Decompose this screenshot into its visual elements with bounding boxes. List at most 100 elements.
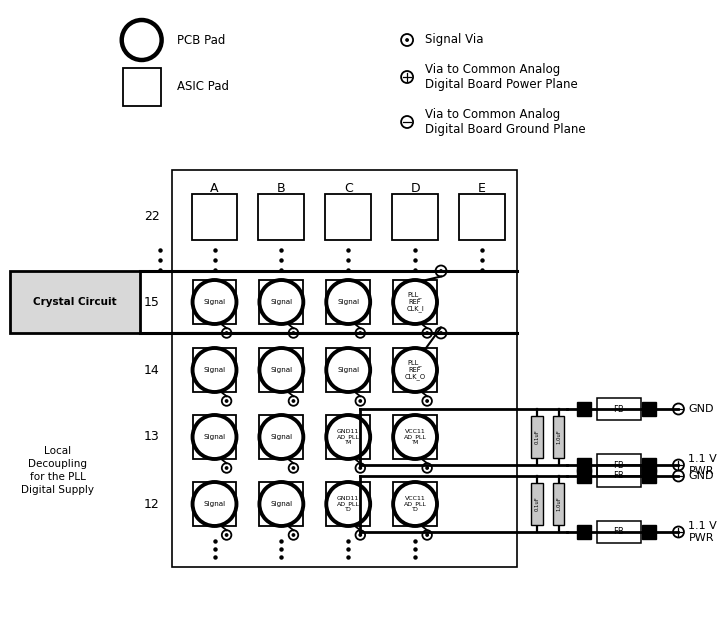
Text: B: B (277, 182, 286, 195)
Text: FB: FB (613, 404, 624, 414)
Bar (193, 348, 236, 392)
Text: PLL_
REF
CLK_O: PLL_ REF CLK_O (405, 360, 426, 380)
Circle shape (359, 534, 362, 536)
Text: Signal: Signal (270, 501, 292, 507)
Bar (258, 194, 304, 240)
Text: VCC11
AD_PLL
M: VCC11 AD_PLL M (404, 429, 426, 445)
Text: Signal Via: Signal Via (425, 34, 484, 47)
Bar (531, 483, 542, 525)
Text: 0.1uF: 0.1uF (534, 430, 539, 444)
Text: Signal: Signal (337, 367, 360, 373)
Bar (393, 348, 437, 392)
Text: Signal: Signal (204, 299, 225, 305)
Circle shape (359, 466, 362, 469)
Circle shape (426, 466, 428, 469)
Circle shape (440, 332, 442, 334)
Bar (393, 415, 437, 459)
Bar (260, 280, 303, 324)
Bar (576, 402, 591, 416)
Bar (553, 483, 565, 525)
Bar (459, 194, 505, 240)
Circle shape (292, 534, 294, 536)
Bar (576, 458, 591, 472)
Bar (172, 170, 517, 567)
Text: FB: FB (613, 460, 624, 470)
Text: 1.0uF: 1.0uF (556, 430, 561, 444)
Circle shape (225, 534, 228, 536)
Text: Local
Decoupling
for the PLL
Digital Supply: Local Decoupling for the PLL Digital Sup… (21, 447, 94, 494)
Text: Via to Common Analog
Digital Board Ground Plane: Via to Common Analog Digital Board Groun… (425, 108, 586, 136)
Bar (326, 194, 371, 240)
Circle shape (426, 400, 428, 402)
Text: ASIC Pad: ASIC Pad (177, 80, 228, 93)
Bar (326, 280, 370, 324)
Bar (553, 416, 565, 458)
Text: 1.1 V
PWR: 1.1 V PWR (689, 454, 717, 476)
Bar (597, 465, 641, 487)
Text: GND: GND (689, 404, 714, 414)
Bar (123, 68, 161, 106)
Bar (260, 415, 303, 459)
Text: Signal: Signal (270, 367, 292, 373)
Bar (260, 348, 303, 392)
Bar (597, 454, 641, 476)
Text: 12: 12 (144, 498, 160, 511)
Bar (191, 194, 238, 240)
Bar (531, 416, 542, 458)
Bar (10, 271, 140, 333)
Bar (597, 521, 641, 543)
Text: VCC11
AD_PLL
D: VCC11 AD_PLL D (404, 496, 426, 513)
Text: 1.0uF: 1.0uF (556, 496, 561, 511)
Bar (326, 482, 370, 526)
Text: FB: FB (613, 471, 624, 481)
Text: PLL_
REF
CLK_I: PLL_ REF CLK_I (406, 292, 424, 312)
Text: C: C (344, 182, 352, 195)
Text: GND: GND (689, 471, 714, 481)
Circle shape (406, 39, 408, 41)
Circle shape (440, 270, 442, 272)
Circle shape (225, 400, 228, 402)
Text: GND11
AD_PLL
D: GND11 AD_PLL D (337, 496, 360, 513)
Bar (642, 458, 655, 472)
Text: FB: FB (613, 527, 624, 537)
Bar (193, 482, 236, 526)
Text: Signal: Signal (270, 299, 292, 305)
Circle shape (292, 400, 294, 402)
Text: D: D (410, 182, 420, 195)
Text: Signal: Signal (204, 367, 225, 373)
Bar (576, 469, 591, 483)
Circle shape (426, 332, 428, 334)
Text: 22: 22 (144, 210, 160, 223)
Circle shape (426, 534, 428, 536)
Text: Via to Common Analog
Digital Board Power Plane: Via to Common Analog Digital Board Power… (425, 63, 578, 91)
Circle shape (225, 332, 228, 334)
Circle shape (359, 400, 362, 402)
Text: E: E (478, 182, 486, 195)
Text: Crystal Circuit: Crystal Circuit (33, 297, 117, 307)
Text: PCB Pad: PCB Pad (177, 34, 225, 47)
Bar (642, 402, 655, 416)
Text: GND11
AD_PLL
M: GND11 AD_PLL M (337, 429, 360, 445)
Circle shape (292, 466, 294, 469)
Text: 15: 15 (144, 295, 160, 309)
Circle shape (292, 332, 294, 334)
Text: 13: 13 (144, 430, 160, 443)
Text: 1.1 V
PWR: 1.1 V PWR (689, 521, 717, 543)
Text: 14: 14 (144, 363, 160, 376)
Bar (642, 525, 655, 539)
Circle shape (225, 466, 228, 469)
Bar (193, 280, 236, 324)
Bar (260, 482, 303, 526)
Bar (392, 194, 438, 240)
Bar (393, 280, 437, 324)
Bar (597, 398, 641, 420)
Bar (193, 415, 236, 459)
Text: 0.1uF: 0.1uF (534, 496, 539, 511)
Circle shape (359, 332, 362, 334)
Text: Signal: Signal (204, 434, 225, 440)
Text: Signal: Signal (204, 501, 225, 507)
Text: Signal: Signal (270, 434, 292, 440)
Text: Signal: Signal (337, 299, 360, 305)
Text: A: A (210, 182, 219, 195)
Bar (393, 482, 437, 526)
